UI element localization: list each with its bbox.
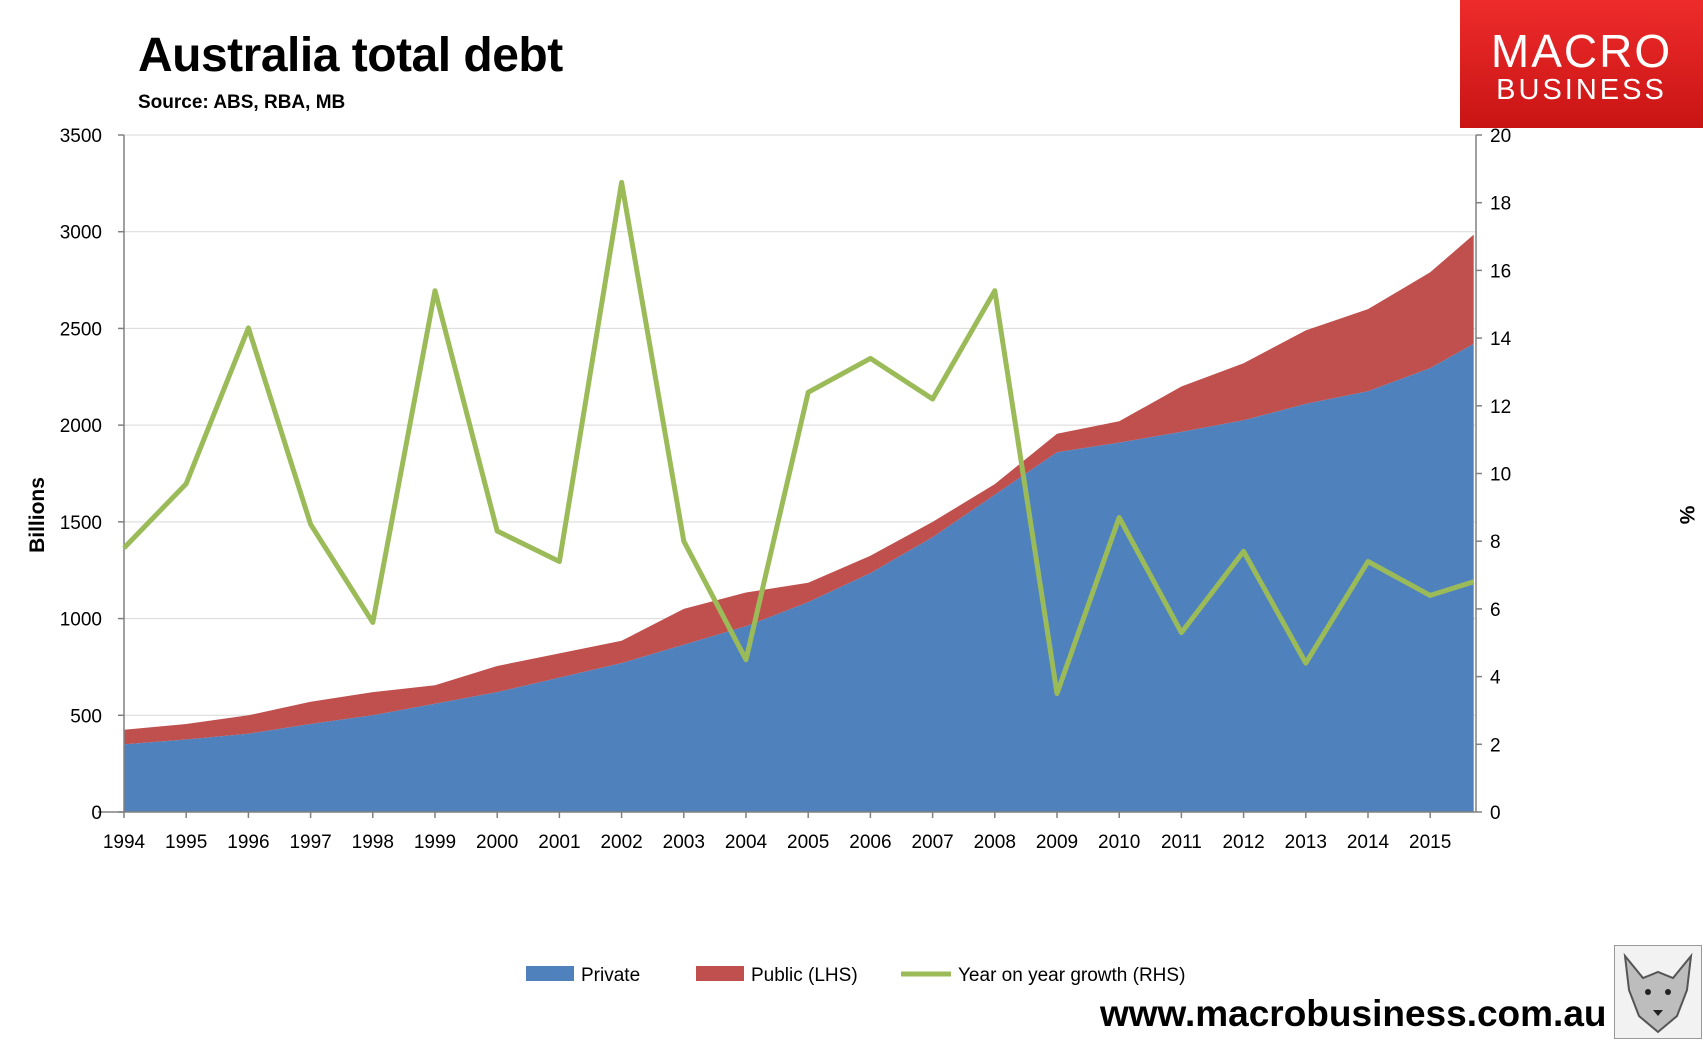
x-tick-label: 2011: [1161, 832, 1202, 853]
y-tick-label-right: 10: [1490, 465, 1511, 486]
website-url[interactable]: www.macrobusiness.com.au: [1100, 993, 1607, 1035]
x-tick-label: 2009: [1036, 832, 1078, 853]
legend-swatch-1: [696, 966, 744, 981]
y-tick-label-left: 3000: [60, 223, 102, 244]
y-tick-label-right: 12: [1490, 397, 1511, 418]
y-tick-label-right: 2: [1490, 735, 1501, 756]
private-area: [124, 344, 1474, 812]
x-tick-label: 2013: [1285, 832, 1327, 853]
legend-label-2: Year on year growth (RHS): [958, 965, 1185, 986]
legend-label-1: Public (LHS): [751, 965, 858, 986]
x-tick-label: 2007: [911, 832, 953, 853]
y-tick-label-right: 6: [1490, 600, 1501, 621]
x-tick-label: 2015: [1409, 832, 1451, 853]
x-tick-label: 2002: [600, 832, 642, 853]
y-tick-label-left: 3500: [60, 126, 102, 147]
x-tick-label: 1998: [352, 832, 394, 853]
x-tick-label: 1996: [227, 832, 269, 853]
y-tick-label-left: 1000: [60, 610, 102, 631]
y-tick-label-left: 0: [91, 803, 102, 824]
wolf-logo-image: [1614, 945, 1702, 1039]
x-tick-label: 2010: [1098, 832, 1140, 853]
x-tick-label: 2000: [476, 832, 518, 853]
x-tick-label: 2004: [725, 832, 768, 853]
x-tick-label: 2005: [787, 832, 829, 853]
x-tick-label: 2008: [974, 832, 1016, 853]
x-tick-label: 2014: [1347, 832, 1390, 853]
legend-label-0: Private: [581, 965, 640, 986]
y-tick-label-left: 2500: [60, 319, 102, 340]
area-series: [124, 235, 1474, 812]
x-tick-label: 2003: [663, 832, 705, 853]
y-tick-label-left: 1500: [60, 513, 102, 534]
y-tick-label-left: 500: [70, 706, 102, 727]
y-tick-label-right: 18: [1490, 194, 1511, 215]
x-tick-label: 2001: [538, 832, 580, 853]
y-tick-label-right: 20: [1490, 126, 1511, 147]
x-tick-label: 1999: [414, 832, 456, 853]
y-tick-label-right: 0: [1490, 803, 1501, 824]
x-tick-label: 1994: [103, 832, 146, 853]
x-tick-label: 2012: [1222, 832, 1264, 853]
y-tick-label-right: 14: [1490, 329, 1512, 350]
y-tick-label-right: 8: [1490, 532, 1501, 553]
legend: Private Public (LHS) Year on year growth (…: [526, 965, 1185, 986]
y-axis-title-right: %: [1675, 506, 1698, 525]
x-tick-label: 1997: [289, 832, 331, 853]
x-tick-label: 2006: [849, 832, 891, 853]
y-tick-label-right: 16: [1490, 261, 1511, 282]
y-axis-title-left: Billions: [26, 477, 49, 553]
y-tick-label-left: 2000: [60, 416, 102, 437]
y-tick-label-right: 4: [1490, 668, 1501, 689]
x-tick-label: 1995: [165, 832, 207, 853]
legend-swatch-0: [526, 966, 574, 981]
